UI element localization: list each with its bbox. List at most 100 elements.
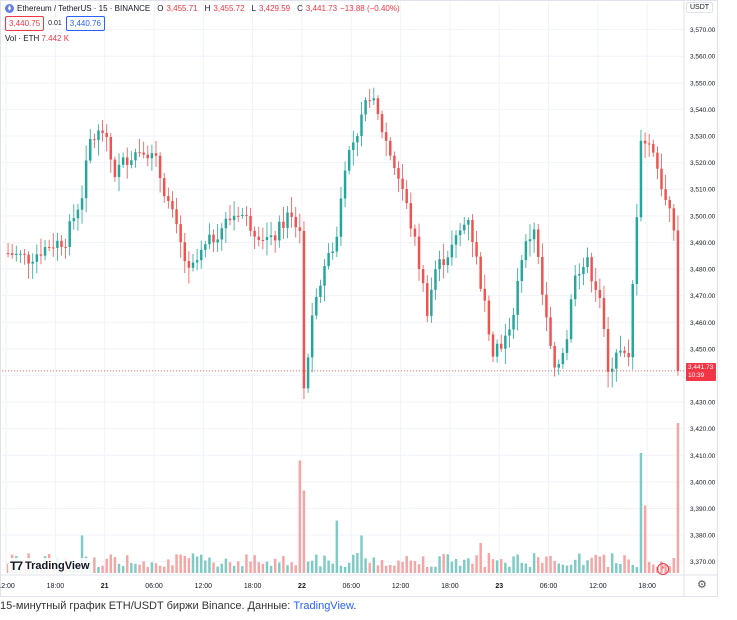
candle-body: [101, 130, 104, 133]
sell-button[interactable]: 3,440.75: [5, 16, 45, 31]
volume-bar: [639, 453, 643, 573]
candle-body: [278, 221, 281, 241]
volume-bar: [528, 566, 532, 573]
volume-bar: [339, 565, 343, 573]
volume-bar: [154, 563, 158, 573]
buy-button[interactable]: 3,440.76: [65, 16, 105, 31]
volume-bar: [224, 558, 228, 573]
volume-bar: [590, 557, 593, 573]
candle-body: [454, 235, 458, 245]
candle-body: [121, 157, 125, 165]
volume-bar: [323, 555, 326, 573]
candlestick-chart[interactable]: 3,370.00 3,380.00 3,390.00 3,400.00 3,410.00…: [0, 0, 718, 597]
volume-bar: [401, 561, 404, 573]
currency-button[interactable]: USDT: [686, 2, 714, 13]
volume-bar: [175, 554, 178, 573]
volume-bar: [121, 565, 125, 573]
candle-body: [302, 230, 306, 389]
candle-body: [430, 289, 433, 316]
x-tick-label: 06:00: [540, 583, 558, 590]
candle-body: [228, 218, 232, 221]
volume-bar: [179, 554, 182, 573]
volume-bar: [265, 561, 269, 573]
candle-body: [93, 139, 96, 141]
tradingview-logo[interactable]: T7 TradingView: [8, 558, 92, 574]
candle-body: [162, 178, 166, 197]
volume-bar: [524, 563, 528, 573]
volume-bar: [327, 560, 330, 573]
candle-body: [487, 300, 491, 335]
candle-body: [10, 253, 14, 256]
candle-body: [76, 209, 80, 219]
candle-body: [483, 288, 487, 301]
volume-bar: [643, 505, 647, 573]
candle-body: [191, 262, 195, 268]
caption-source-link[interactable]: TradingView: [293, 600, 354, 612]
candle-body: [380, 114, 384, 133]
volume-bar: [668, 566, 671, 573]
volume-bar: [315, 554, 318, 573]
candle-body: [524, 241, 528, 261]
candle-body: [171, 200, 174, 210]
candle-body: [212, 234, 215, 243]
volume-bar: [393, 565, 396, 573]
candle-body: [520, 260, 524, 282]
candle-body: [590, 257, 593, 282]
y-tick-label: 3,380.00: [690, 533, 716, 540]
candle-body: [126, 157, 129, 165]
gear-icon[interactable]: ⚙: [697, 579, 707, 591]
candle-body: [647, 143, 651, 145]
volume-bar: [672, 558, 676, 573]
candle-body: [656, 152, 659, 169]
volume-legend[interactable]: Vol · ETH 7.442 K: [5, 33, 69, 44]
candle-body: [27, 254, 30, 264]
candle-body: [475, 242, 478, 257]
volume-bar: [142, 561, 145, 573]
high-value: 3,455.72: [213, 4, 245, 13]
volume-bar: [475, 555, 478, 573]
candle-body: [536, 229, 540, 257]
volume-bar: [183, 555, 187, 573]
volume-bar: [565, 565, 569, 573]
volume-bar: [195, 556, 199, 573]
volume-bar: [212, 562, 215, 573]
candle-body: [199, 249, 203, 261]
candle-body: [623, 350, 626, 353]
candle-body: [64, 246, 67, 248]
volume-bar: [134, 563, 137, 573]
candle-body: [15, 253, 18, 256]
candle-body: [319, 285, 322, 297]
candle-body: [586, 257, 589, 268]
volume-bar: [631, 564, 634, 573]
volume-bar: [249, 561, 252, 573]
candle-body: [672, 208, 676, 231]
high-label: H: [204, 4, 211, 13]
candle-body: [368, 100, 371, 102]
volume-bar: [126, 555, 129, 573]
volume-bar: [417, 564, 421, 573]
volume-bar: [294, 565, 297, 573]
volume-bar: [204, 560, 207, 573]
candle-body: [458, 230, 462, 236]
candle-body: [138, 152, 141, 154]
volume-bar: [319, 566, 322, 573]
candle-body: [142, 152, 145, 155]
candle-body: [676, 230, 680, 371]
candle-body: [335, 236, 339, 252]
volume-bar: [150, 562, 154, 573]
volume-bar: [483, 566, 487, 573]
volume-bar: [491, 559, 495, 573]
x-tick-label: 12:00: [589, 583, 607, 590]
volume-bar: [167, 559, 170, 573]
symbol-legend[interactable]: Ethereum / TetherUS · 15 · BINANCE O 3,45…: [5, 3, 400, 14]
volume-bar: [545, 556, 548, 573]
volume-bar: [463, 559, 466, 573]
x-tick-label: 06:00: [343, 583, 361, 590]
candle-body: [113, 159, 117, 178]
candle-body: [356, 136, 359, 143]
volume-bar: [282, 555, 285, 573]
lightning-icon[interactable]: ⚡: [657, 563, 669, 575]
candle-body: [19, 253, 22, 255]
candle-body: [639, 140, 643, 218]
figure-caption: 15-минутный график ETH/USDT биржи Binanc…: [0, 600, 356, 612]
